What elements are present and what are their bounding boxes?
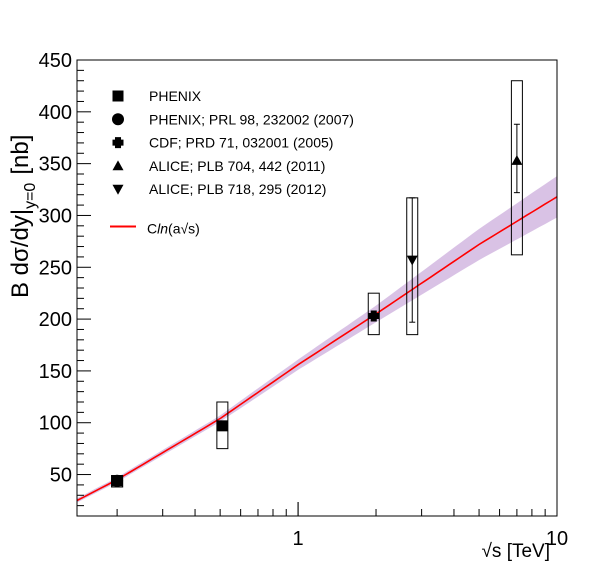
y-tick-label: 300 — [39, 205, 72, 227]
legend-marker — [112, 113, 124, 126]
fit-line — [76, 196, 558, 502]
fit-line-layer — [76, 196, 558, 502]
legend-marker — [112, 137, 124, 149]
y-tick-label: 150 — [39, 361, 72, 383]
legend-marker — [112, 90, 124, 102]
y-tick-label: 400 — [39, 102, 72, 124]
y-tick-label: 350 — [39, 154, 72, 176]
systematic-error-box — [510, 80, 523, 256]
y-tick-label: 100 — [39, 413, 72, 435]
y-axis-title-unit: [nb] — [7, 135, 34, 175]
y-axis-title: B dσ/dy|y=0 [nb] — [7, 135, 39, 298]
legend-entry-label: ALICE; PLB 704, 442 (2011) — [149, 158, 325, 174]
x-tick-label: 10 — [546, 528, 568, 550]
y-axis-title-main: B dσ/dy| — [7, 209, 34, 298]
y-tick-label: 200 — [39, 309, 72, 331]
fit-uncertainty-band — [77, 176, 557, 503]
legend-fit-label: Cln(a√s) — [147, 221, 200, 237]
y-tick-label: 450 — [39, 50, 72, 72]
legend-entry-label: CDF; PRD 71, 032001 (2005) — [149, 135, 333, 151]
legend: PHENIX PHENIX; PRL 98, 232002 (2007) CDF; … — [110, 88, 354, 237]
data-point — [406, 255, 418, 266]
y-axis-title-subscript: y=0 — [22, 183, 39, 209]
data-point — [216, 420, 228, 432]
x-axis-title: √s [TeV] — [481, 541, 550, 562]
legend-marker — [112, 184, 124, 195]
legend-entry-label: PHENIX — [149, 88, 202, 104]
data-point — [111, 474, 124, 487]
data-points-layer — [111, 80, 523, 488]
y-tick-label: 250 — [39, 257, 72, 279]
axis-ticks: 50 100 150 200 250 300 350 400 450 1 10 — [39, 50, 569, 550]
y-tick-label: 50 — [50, 465, 72, 487]
legend-entry-label: ALICE; PLB 718, 295 (2012) — [149, 181, 326, 197]
fit-uncertainty-band-layer — [77, 176, 557, 503]
legend-entry-label: PHENIX; PRL 98, 232002 (2007) — [149, 111, 354, 127]
data-point — [511, 155, 523, 165]
legend-marker — [112, 160, 124, 171]
legend-fit-label-suffix: (a√s) — [168, 221, 200, 237]
legend-fit-label-prefix: C — [147, 221, 157, 237]
x-tick-label: 1 — [293, 528, 304, 550]
legend-fit-label-italic: ln — [157, 221, 168, 237]
data-point — [368, 310, 380, 322]
